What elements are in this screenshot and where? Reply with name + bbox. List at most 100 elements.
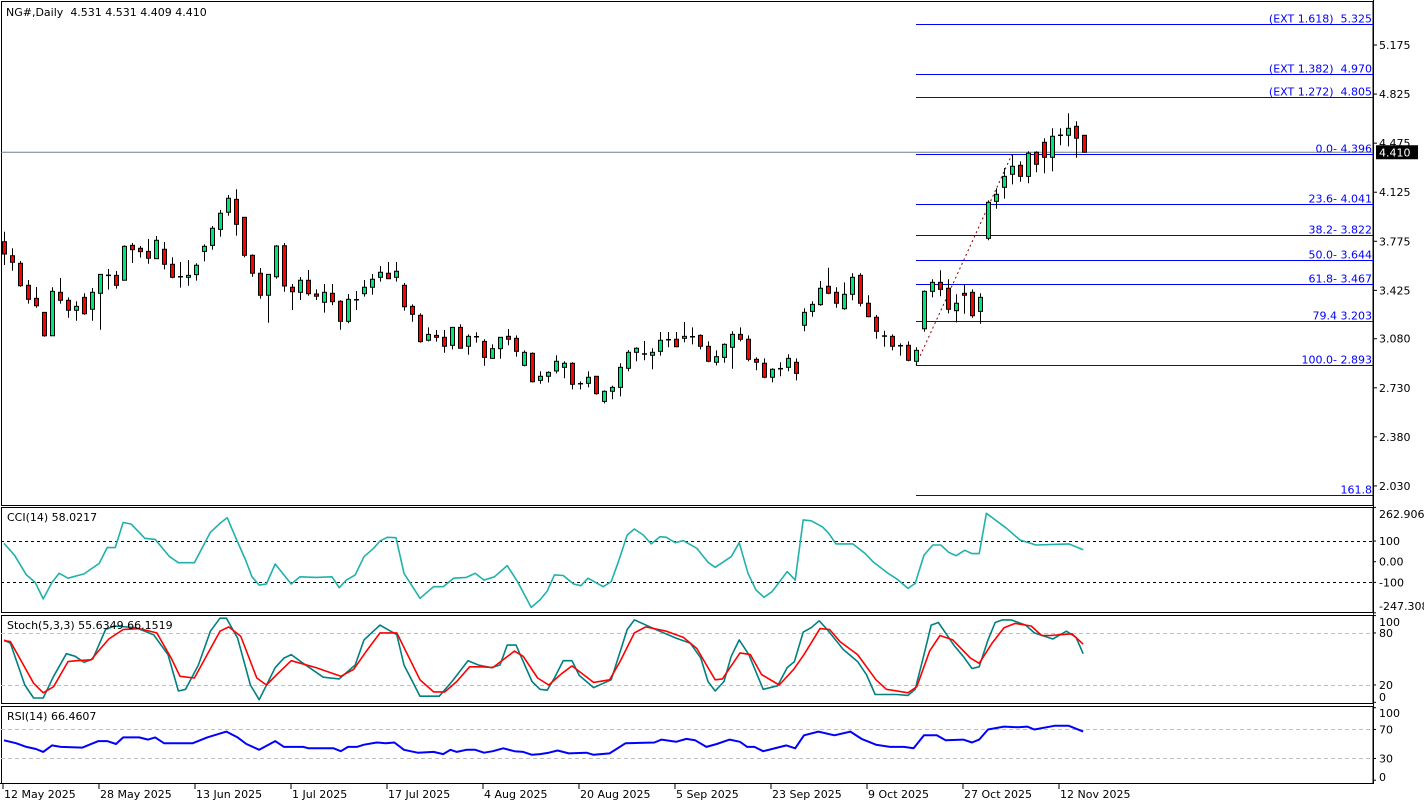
candle [722,343,727,363]
ohlc-readout: 4.531 4.531 4.409 4.410 [70,6,207,19]
candle-body [554,360,559,372]
price-tick-label: 5.175 [1379,39,1411,52]
candle [882,330,887,347]
candle [658,331,663,356]
stoch-axis-label: 100 [1379,616,1400,629]
candle [770,368,775,383]
candle-body [842,293,847,310]
candle-body [146,250,151,259]
candle-body [994,193,999,202]
candle [498,336,503,359]
candle [138,246,143,258]
candle-body [1026,152,1031,177]
candle-body [602,390,607,402]
price-tick-label: 2.380 [1379,431,1411,444]
candle-body [866,302,871,318]
candle-body [362,286,367,295]
date-tick-label: 4 Aug 2025 [484,788,547,801]
cci-axis-label: 100 [1379,535,1400,548]
candle [242,216,247,258]
candle [290,284,295,310]
candle-body [498,336,503,350]
main-plot: (EXT 1.618) 5.325 (EXT 1.382) 4.970 (EXT 1… [1,13,1373,497]
candle [418,313,423,343]
candle-body [466,335,471,347]
candle-body [442,336,447,347]
candle [706,341,711,363]
candle [10,248,15,271]
candle-body [954,302,959,312]
candle [186,260,191,286]
fib-level-label: (EXT 1.382) 4.970 [1269,63,1372,76]
candle-body [682,335,687,339]
candle [1034,151,1039,173]
candle [594,375,599,395]
candle [778,362,783,377]
candle [986,200,991,241]
date-tick-label: 5 Sep 2025 [676,788,739,801]
candle [754,357,759,371]
candle [914,347,919,365]
candle [650,348,655,370]
cci-levels [1,541,1373,583]
candle-body [58,291,63,301]
candle-body [1018,164,1023,177]
candle [362,279,367,297]
candle [962,284,967,314]
candle-body [914,349,919,362]
candle-body [26,284,31,300]
candle [546,371,551,383]
candle [442,330,447,353]
candle-body [370,278,375,288]
candle-body [290,286,295,293]
candle [850,273,855,301]
candle [530,352,535,383]
candle [930,279,935,298]
candle-body [586,376,591,384]
candle [1002,167,1007,199]
candle-body [314,293,319,297]
candle-body [570,362,575,385]
date-tick-label: 28 May 2025 [100,788,172,801]
candle [490,344,495,359]
candle-body [410,305,415,315]
candle [82,293,87,315]
rsi-axis-label: 70 [1379,723,1393,736]
date-tick-label: 27 Oct 2025 [964,788,1032,801]
candle-body [834,291,839,304]
date-tick-label: 20 Aug 2025 [580,788,650,801]
candle-body [346,298,351,322]
candle [602,390,607,404]
candle [810,301,815,317]
candle-body [34,297,39,307]
candle-body [450,326,455,346]
candle [978,293,983,324]
candle-body [90,291,95,310]
candle-body [338,300,343,322]
candle [450,326,455,350]
symbol-timeframe: NG#,Daily [6,6,64,19]
candle [98,273,103,330]
chart-header: NG#,Daily 4.531 4.531 4.409 4.410 [6,6,207,19]
candle-body [650,351,655,356]
candle-body [218,212,223,230]
candle-body [202,245,207,252]
candle [130,242,135,264]
rsi-levels [1,729,1373,759]
candle [634,347,639,362]
candle-body [698,334,703,347]
stoch-axis-label: 20 [1379,679,1393,692]
stoch-main-line [3,617,1084,701]
price-tick-label: 3.775 [1379,235,1411,248]
stoch-panel-frame [1,615,1374,704]
candle [570,362,575,390]
current-price-badge [1376,145,1418,160]
date-tick-label: 1 Jul 2025 [292,788,347,801]
fib-level-label: 23.6- 4.041 [1309,193,1372,206]
candle [1082,134,1087,153]
candle-body [858,274,863,304]
candle [690,327,695,345]
candle [1074,121,1079,158]
stoch-label: Stoch(5,3,3) 55.6349 66.1519 [7,619,173,632]
